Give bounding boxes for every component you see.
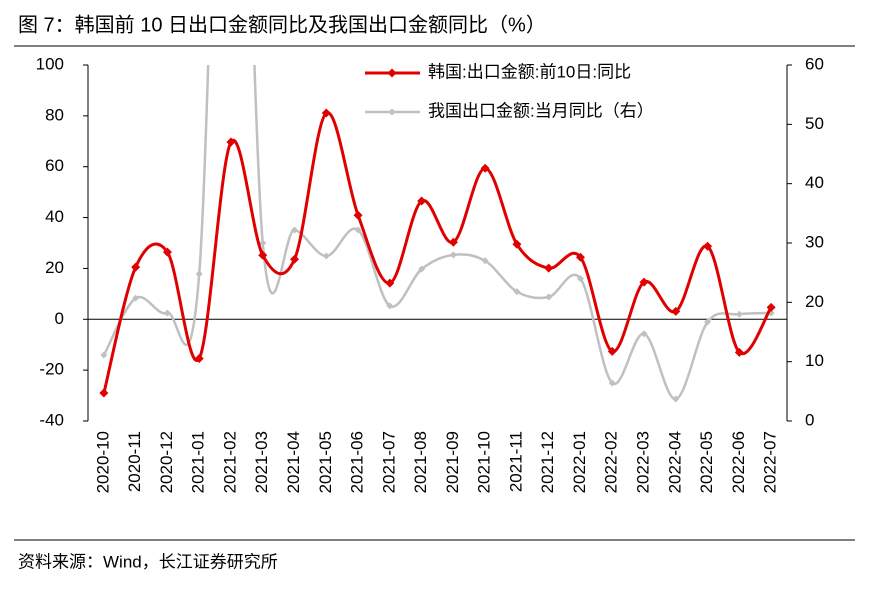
plot-area xyxy=(99,65,776,403)
point-marker xyxy=(481,257,489,265)
legend-label: 韩国:出口金额:前10日:同比 xyxy=(428,62,631,81)
y2-tick-label: 30 xyxy=(805,232,824,251)
point-marker xyxy=(321,108,331,118)
point-marker xyxy=(703,241,713,251)
legend-label: 我国出口金额:当月同比（右） xyxy=(428,101,654,120)
point-marker xyxy=(418,265,426,273)
point-marker xyxy=(258,250,268,260)
x-tick-label: 2021-04 xyxy=(284,431,303,493)
x-tick-label: 2022-06 xyxy=(729,431,748,493)
point-marker xyxy=(513,288,521,296)
point-marker xyxy=(608,379,616,387)
y-tick-label: 0 xyxy=(55,309,64,328)
series-line xyxy=(102,65,772,401)
point-marker xyxy=(100,351,108,359)
y-tick-label: -40 xyxy=(39,410,64,429)
point-marker xyxy=(480,163,490,173)
y2-tick-label: 10 xyxy=(805,351,824,370)
x-tick-label: 2022-01 xyxy=(570,431,589,493)
point-marker xyxy=(322,252,330,260)
legend-marker xyxy=(387,68,397,78)
y2-tick-label: 0 xyxy=(805,410,814,429)
y-tick-label: 80 xyxy=(45,105,64,124)
x-tick-label: 2021-11 xyxy=(506,431,525,492)
y-tick-label: 20 xyxy=(45,258,64,277)
point-marker xyxy=(417,196,427,206)
point-marker xyxy=(575,252,585,262)
point-marker xyxy=(131,262,141,272)
point-marker xyxy=(353,210,363,220)
point-marker xyxy=(194,353,204,363)
series-line xyxy=(102,111,773,394)
point-marker xyxy=(672,395,680,403)
point-marker xyxy=(671,306,681,316)
point-marker xyxy=(735,310,743,318)
x-tick-label: 2022-02 xyxy=(602,431,621,493)
x-tick-label: 2022-05 xyxy=(697,431,716,493)
point-marker xyxy=(226,137,236,147)
point-marker xyxy=(259,239,267,247)
x-tick-label: 2020-12 xyxy=(157,431,176,493)
x-tick-label: 2021-12 xyxy=(538,431,557,493)
x-tick-label: 2021-01 xyxy=(189,431,208,493)
point-marker xyxy=(576,275,584,283)
x-tick-label: 2022-07 xyxy=(761,431,780,493)
y-tick-label: 100 xyxy=(36,54,64,73)
legend-marker xyxy=(388,108,396,116)
x-tick-label: 2021-10 xyxy=(475,431,494,493)
x-tick-label: 2021-05 xyxy=(316,431,335,493)
point-marker xyxy=(386,302,394,310)
point-marker xyxy=(448,237,458,247)
point-marker xyxy=(704,318,712,326)
y-tick-label: 40 xyxy=(45,207,64,226)
y2-tick-label: 60 xyxy=(805,54,824,73)
y-tick-label: -20 xyxy=(39,360,64,379)
point-marker xyxy=(544,263,554,273)
x-tick-label: 2021-02 xyxy=(220,431,239,493)
source: 资料来源：Wind，长江证券研究所 xyxy=(18,552,278,571)
x-tick-label: 2022-03 xyxy=(634,431,653,493)
point-marker xyxy=(640,330,648,338)
point-marker xyxy=(195,270,203,278)
x-tick-label: 2022-04 xyxy=(665,431,684,493)
point-marker xyxy=(385,278,395,288)
point-marker xyxy=(163,309,171,317)
point-marker xyxy=(545,293,553,301)
x-tick-label: 2021-08 xyxy=(411,431,430,493)
point-marker xyxy=(766,302,776,312)
y2-tick-label: 20 xyxy=(805,292,824,311)
point-marker xyxy=(607,346,617,356)
point-marker xyxy=(132,294,140,302)
chart-title: 图 7：韩国前 10 日出口金额同比及我国出口金额同比（%） xyxy=(18,13,546,36)
x-tick-label: 2021-07 xyxy=(379,431,398,493)
y-tick-label: 60 xyxy=(45,156,64,175)
y2-tick-label: 50 xyxy=(805,114,824,133)
point-marker xyxy=(449,251,457,259)
point-marker xyxy=(290,254,300,264)
point-marker xyxy=(734,347,744,357)
x-tick-label: 2021-03 xyxy=(252,431,271,493)
x-tick-label: 2020-11 xyxy=(125,431,144,492)
point-marker xyxy=(354,226,362,234)
point-marker xyxy=(639,277,649,287)
point-marker xyxy=(162,247,172,257)
point-marker xyxy=(291,226,299,234)
point-marker xyxy=(99,388,109,398)
x-tick-label: 2020-10 xyxy=(93,431,112,493)
y2-tick-label: 40 xyxy=(805,173,824,192)
x-tick-label: 2021-09 xyxy=(443,431,462,493)
point-marker xyxy=(512,239,522,249)
x-tick-label: 2021-06 xyxy=(348,431,367,493)
